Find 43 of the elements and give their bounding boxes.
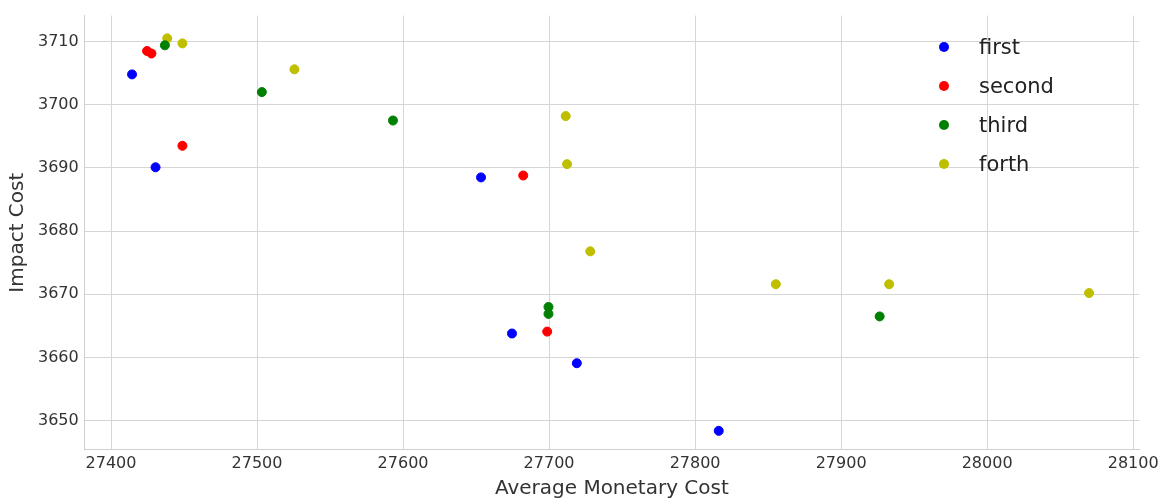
y-tick-label: 3700	[38, 93, 79, 113]
x-tick-label: 28000	[961, 452, 1013, 472]
point	[476, 172, 487, 183]
x-tick-label: 27700	[523, 452, 575, 472]
point	[159, 40, 170, 51]
point	[560, 111, 571, 122]
point	[713, 425, 724, 436]
point	[146, 48, 157, 59]
y-tick-label: 3670	[38, 283, 79, 303]
point	[585, 246, 596, 257]
point	[542, 326, 553, 337]
x-tick-label: 27800	[669, 452, 721, 472]
point	[562, 159, 573, 170]
point	[177, 140, 188, 151]
point	[387, 115, 398, 126]
x-tick-label: 27400	[85, 452, 137, 472]
x-tick-label: 27500	[231, 452, 283, 472]
point	[177, 38, 188, 49]
point	[884, 279, 895, 290]
y-axis-title: Impact Cost	[4, 172, 29, 293]
y-tick-label: 3650	[38, 409, 79, 429]
point	[874, 311, 885, 322]
x-tick-label: 28100	[1107, 452, 1159, 472]
legend-label: third	[979, 113, 1028, 138]
point	[770, 279, 781, 290]
x-tick-label: 27900	[815, 452, 867, 472]
point	[256, 87, 267, 98]
point	[150, 162, 161, 173]
y-tick-label: 3680	[38, 220, 79, 240]
point	[571, 358, 582, 369]
legend-label: forth	[979, 152, 1030, 177]
point	[127, 69, 138, 80]
point	[1084, 288, 1095, 299]
y-tick-label: 3690	[38, 157, 79, 177]
point	[518, 170, 529, 181]
y-tick-label: 3660	[38, 346, 79, 366]
legend-label: second	[979, 74, 1054, 99]
point	[506, 328, 517, 339]
point	[289, 64, 300, 75]
x-tick-label: 27600	[377, 452, 429, 472]
y-tick-label: 3710	[38, 30, 79, 50]
x-axis-title: Average Monetary Cost	[494, 475, 729, 500]
legend-label: first	[979, 35, 1021, 60]
